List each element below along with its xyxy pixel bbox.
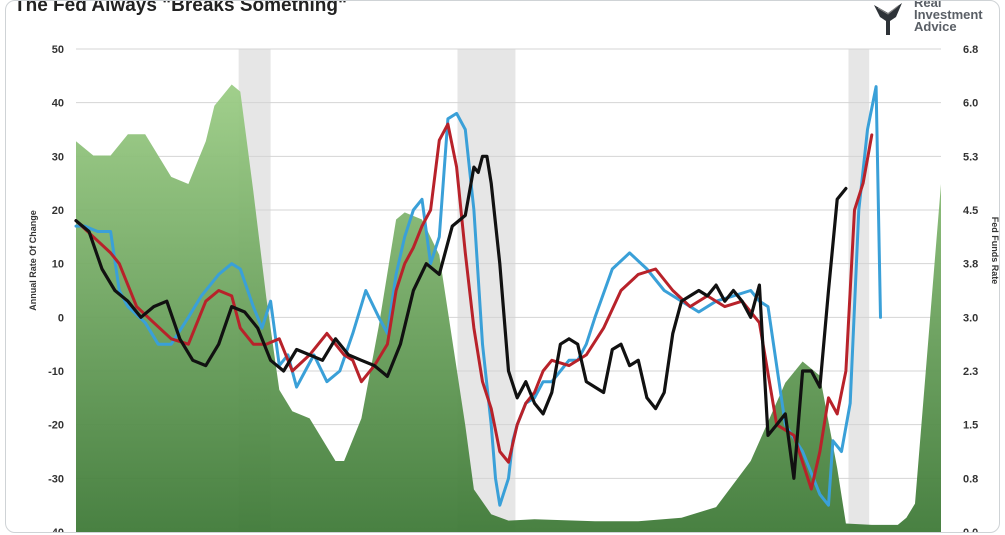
y2-tick-label: 0.0: [963, 527, 978, 532]
brand-logo-line: Real: [914, 0, 942, 10]
y-tick-label: -30: [48, 473, 64, 485]
y2-tick-label: 4.5: [963, 205, 978, 217]
y-tick-label: -20: [48, 420, 64, 432]
y2-tick-label: 3.0: [963, 312, 978, 324]
y-axis-label: Annual Rate Of Change: [28, 210, 38, 311]
chart-title: The Fed Always "Breaks Something": [14, 0, 348, 16]
brand-logo-text: Real Investment Advice: [914, 0, 983, 34]
y-tick-label: 30: [52, 151, 64, 163]
y2-tick-label: 1.5: [963, 420, 978, 432]
y2-tick-label: 5.3: [963, 151, 978, 163]
y-tick-label: 50: [52, 44, 64, 56]
y-tick-label: -40: [48, 527, 64, 532]
y2-tick-label: 6.8: [963, 44, 978, 56]
y-tick-label: 0: [58, 312, 64, 324]
brand-logo-line: Investment: [914, 7, 983, 22]
series-line: [74, 154, 848, 480]
y2-tick-label: 0.8: [963, 473, 978, 485]
y2-tick-label: 6.0: [963, 98, 978, 110]
chart-plot: 50 40 30 20 10 0 -10 -20 -30 -40 6.8 6.0 5.3 4.5 3.8 3.…: [28, 44, 999, 532]
y-tick-label: -10: [48, 366, 64, 378]
chart-card: The Fed Always "Breaks Something" Real I…: [5, 0, 1000, 533]
brand-logo-line: Advice: [914, 19, 957, 34]
y2-tick-label: 3.8: [963, 259, 978, 271]
y-tick-label: 40: [52, 98, 64, 110]
y2-axis-label: Fed Funds Rate: [990, 217, 999, 285]
fed-funds-area: [76, 84, 941, 532]
y2-tick-label: 2.3: [963, 366, 978, 378]
y-tick-label: 20: [52, 205, 64, 217]
eagle-icon: [874, 3, 902, 35]
y-tick-label: 10: [52, 259, 64, 271]
brand-logo: Real Investment Advice: [868, 0, 999, 41]
